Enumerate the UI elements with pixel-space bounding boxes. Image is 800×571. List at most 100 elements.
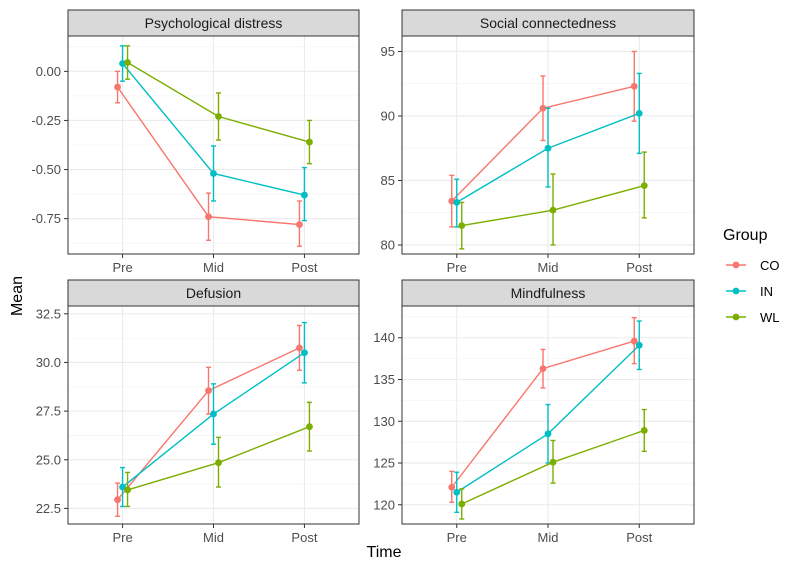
- y-tick-label: 120: [373, 497, 395, 512]
- data-point: [215, 459, 222, 467]
- x-tick-label: Mid: [203, 260, 224, 275]
- y-tick-label: -0.75: [31, 211, 61, 226]
- panel-title: Mindfulness: [511, 285, 586, 301]
- data-point: [205, 387, 212, 395]
- x-tick-label: Post: [626, 260, 652, 275]
- data-point: [448, 483, 456, 491]
- x-tick-label: Mid: [538, 530, 559, 545]
- x-tick-label: Post: [291, 260, 317, 275]
- data-point: [635, 109, 643, 117]
- panel-title: Defusion: [186, 285, 241, 301]
- y-tick-label: -0.50: [31, 162, 61, 177]
- data-point: [453, 199, 461, 206]
- data-point: [205, 213, 212, 221]
- legend-title: Group: [723, 227, 768, 244]
- panel-strip: [67, 279, 360, 307]
- data-point: [458, 500, 466, 508]
- x-tick-label: Pre: [447, 260, 467, 275]
- x-tick-label: Pre: [112, 260, 132, 275]
- data-point: [635, 341, 643, 349]
- data-point: [210, 410, 217, 418]
- y-tick-label: 125: [373, 456, 395, 471]
- legend: Group CO IN WL: [723, 227, 780, 325]
- data-point: [630, 82, 638, 90]
- data-point: [549, 206, 557, 214]
- y-axis-title: Mean: [9, 276, 26, 316]
- x-tick-label: Pre: [447, 530, 467, 545]
- data-point: [119, 483, 126, 491]
- legend-item-wl: WL: [726, 310, 780, 325]
- y-tick-label: 30.0: [36, 355, 61, 370]
- legend-key-point: [732, 261, 740, 269]
- series-co: [448, 50, 638, 228]
- data-point: [124, 59, 131, 66]
- y-tick-label: 95: [381, 44, 395, 59]
- data-point: [549, 458, 557, 466]
- legend-label: WL: [760, 310, 780, 325]
- panel-strip: [401, 279, 695, 307]
- data-point: [640, 427, 648, 434]
- data-point: [630, 337, 638, 345]
- series-in: [119, 45, 308, 222]
- data-point: [296, 344, 303, 352]
- y-tick-label: 22.5: [36, 501, 61, 516]
- panel-strip: [67, 9, 360, 37]
- y-tick-label: 25.0: [36, 452, 61, 467]
- legend-label: CO: [760, 258, 780, 273]
- series-wl: [458, 408, 648, 520]
- x-tick-label: Post: [291, 530, 317, 545]
- x-axis-title: Time: [367, 544, 402, 561]
- data-point: [114, 83, 121, 91]
- y-tick-label: 32.5: [36, 306, 61, 321]
- series-wl: [458, 151, 648, 250]
- x-tick-label: Mid: [203, 530, 224, 545]
- y-tick-label: 0.00: [36, 64, 61, 79]
- panel-social-connectedness: Social connectedness 80 85 90 95 Pre Mid Post: [381, 9, 695, 275]
- panels-layer: Psychological distress 0.00 -0.25 -0.50 -0.7…: [31, 9, 695, 545]
- series-co: [114, 324, 303, 517]
- series-in: [119, 321, 308, 508]
- data-point: [114, 496, 121, 504]
- y-tick-label: -0.25: [31, 113, 61, 128]
- y-tick-label: 80: [381, 237, 395, 252]
- data-point: [306, 423, 313, 431]
- x-tick-label: Mid: [538, 260, 559, 275]
- series-in: [453, 72, 643, 228]
- data-point: [539, 104, 547, 112]
- data-point: [301, 349, 308, 357]
- y-tick-label: 85: [381, 173, 395, 188]
- panel-defusion: Defusion 22.5 25.0 27.5 30.0 32.5 Pre Mid Post: [36, 279, 360, 545]
- data-point: [544, 144, 552, 152]
- data-point: [296, 221, 303, 228]
- data-point: [301, 191, 308, 199]
- data-point: [124, 486, 131, 494]
- legend-key-point: [732, 313, 740, 321]
- data-point: [210, 170, 217, 177]
- panel-title: Social connectedness: [480, 15, 616, 31]
- series-co: [448, 316, 638, 503]
- legend-item-in: IN: [726, 284, 773, 299]
- panel-mindfulness: Mindfulness 120 125 130 135 140 Pre Mid Post: [373, 279, 695, 545]
- legend-label: IN: [760, 284, 773, 299]
- y-tick-label: 140: [373, 330, 395, 345]
- y-tick-label: 90: [381, 108, 395, 123]
- series-wl: [124, 45, 313, 165]
- data-point: [544, 430, 552, 438]
- series-co: [114, 70, 303, 247]
- x-tick-label: Pre: [112, 530, 132, 545]
- panel-psychological-distress: Psychological distress 0.00 -0.25 -0.50 -0.7…: [31, 9, 360, 275]
- data-point: [458, 222, 466, 230]
- legend-item-co: CO: [726, 258, 780, 273]
- y-tick-label: 135: [373, 372, 395, 387]
- y-tick-label: 130: [373, 414, 395, 429]
- x-tick-label: Post: [626, 530, 652, 545]
- data-point: [215, 113, 222, 120]
- legend-key-point: [732, 287, 740, 295]
- panel-title: Psychological distress: [145, 15, 283, 31]
- series-wl: [124, 401, 313, 508]
- data-point: [539, 365, 547, 373]
- data-point: [306, 138, 313, 146]
- data-point: [453, 488, 461, 496]
- data-point: [640, 182, 648, 190]
